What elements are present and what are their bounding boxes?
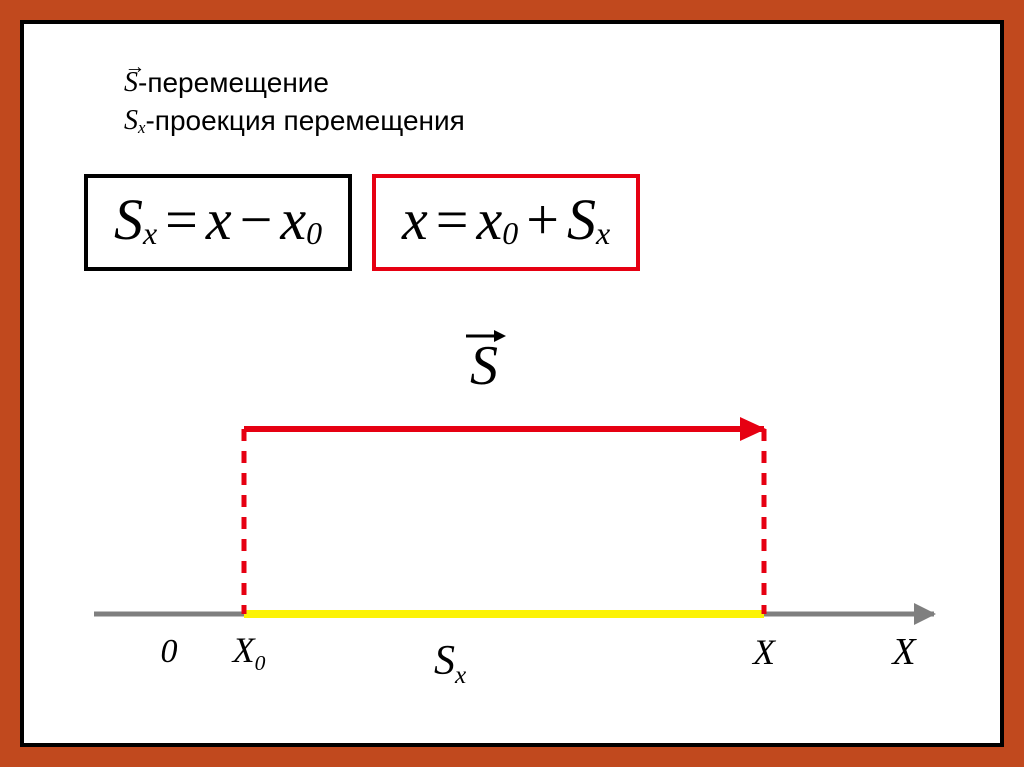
definition-2-text: -проекция перемещения bbox=[145, 102, 464, 140]
definitions-block: → S -перемещение Sx -проекция перемещени… bbox=[124, 64, 465, 140]
svg-text:X: X bbox=[751, 632, 777, 672]
displacement-diagram: S 0 X0 X X Sx bbox=[64, 324, 964, 704]
svg-text:X0: X0 bbox=[231, 630, 266, 675]
svg-text:Sx: Sx bbox=[434, 638, 466, 689]
projection-Sx-symbol: Sx bbox=[124, 102, 145, 140]
definition-line-1: → S -перемещение bbox=[124, 64, 465, 102]
svg-text:0: 0 bbox=[161, 633, 178, 670]
formula-box-x: x = x0 + Sx bbox=[372, 174, 640, 271]
definition-1-text: -перемещение bbox=[138, 64, 329, 102]
formulas-row: Sx = x − x0 x = x0 + Sx bbox=[84, 174, 640, 271]
svg-text:S: S bbox=[470, 335, 498, 397]
vector-S-symbol: → S bbox=[124, 64, 138, 102]
formula-box-sx: Sx = x − x0 bbox=[84, 174, 352, 271]
svg-text:X: X bbox=[890, 631, 917, 673]
definition-line-2: Sx -проекция перемещения bbox=[124, 102, 465, 140]
vector-arrow-icon: → bbox=[124, 52, 145, 80]
